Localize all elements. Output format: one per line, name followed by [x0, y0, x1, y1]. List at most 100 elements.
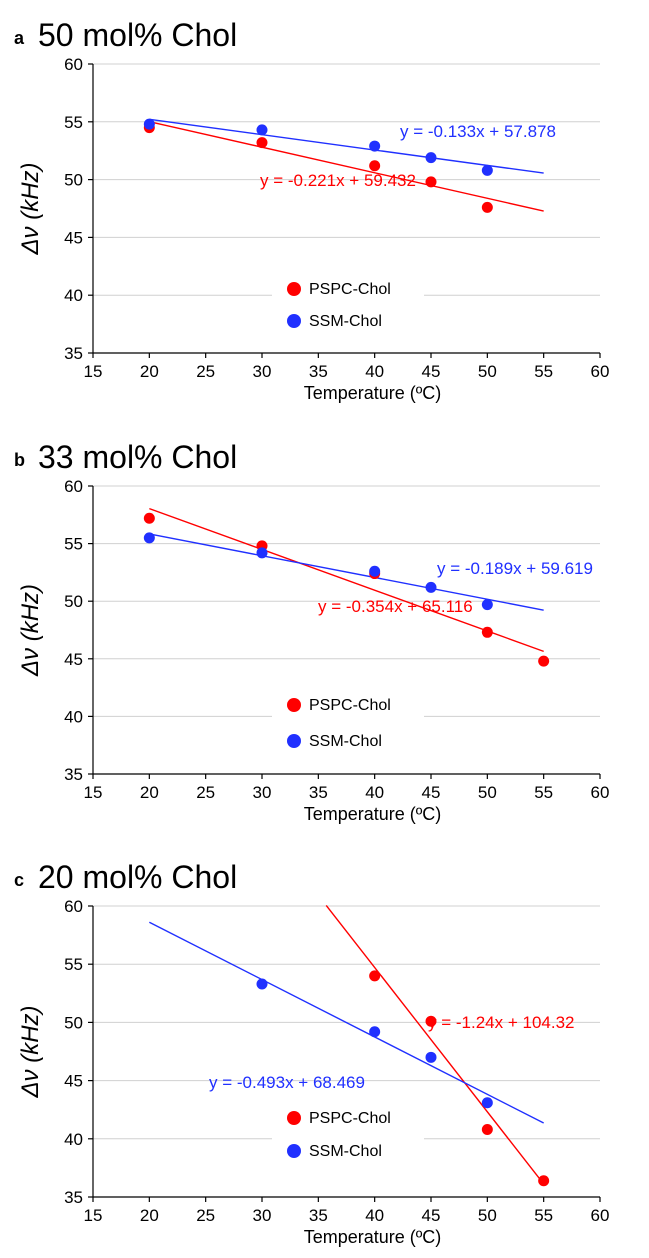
- chart-title: 20 mol% Chol: [38, 859, 237, 895]
- data-point-ssm-chol: [481, 164, 493, 176]
- y-tick-label: 55: [64, 535, 83, 554]
- data-point-ssm-chol: [143, 118, 155, 130]
- legend-entry: SSM-Chol: [309, 313, 382, 330]
- x-tick-label: 15: [84, 1206, 103, 1225]
- chart-panel-a: 35 40 45 50 55 60 15 20 25 30 35 40 45 50 55 60 a 50 mol%…: [14, 17, 609, 403]
- legend-marker: [287, 1111, 301, 1125]
- data-point-pspc-chol: [425, 1015, 437, 1027]
- y-tick-label: 50: [64, 592, 83, 611]
- legend-marker: [287, 282, 301, 296]
- y-tick-label: 50: [64, 1013, 83, 1032]
- x-tick-label: 45: [422, 1206, 441, 1225]
- y-tick-label: 45: [64, 228, 83, 247]
- data-point-pspc-chol: [369, 160, 381, 172]
- data-point-pspc-chol: [425, 176, 437, 188]
- chart-panel-c: 35 40 45 50 55 60 15 20 25 30 35 40 45 50 55 60 c 20 mol%…: [14, 859, 609, 1247]
- fit-equation-label: y = -0.354x + 65.116: [318, 597, 473, 616]
- data-point-pspc-chol: [369, 970, 381, 982]
- data-point-pspc-chol: [538, 655, 550, 667]
- data-point-pspc-chol: [538, 1175, 550, 1187]
- x-tick-label: 20: [140, 783, 159, 802]
- legend-marker: [287, 314, 301, 328]
- y-axis-label: Δν (kHz): [17, 584, 44, 677]
- data-point-ssm-chol: [369, 140, 381, 152]
- panel-label: b: [14, 450, 25, 470]
- x-tick-label: 35: [309, 362, 328, 381]
- data-point-ssm-chol: [369, 1026, 381, 1038]
- legend-entry: PSPC-Chol: [309, 281, 391, 298]
- x-tick-label: 30: [253, 1206, 272, 1225]
- x-tick-label: 35: [309, 783, 328, 802]
- chart-title: 33 mol% Chol: [38, 439, 237, 475]
- legend-entry: PSPC-Chol: [309, 1110, 391, 1127]
- data-point-ssm-chol: [256, 124, 268, 136]
- fit-line-pspc-chol: [325, 904, 545, 1185]
- x-tick-label: 30: [253, 783, 272, 802]
- fit-line-ssm-chol: [149, 533, 544, 611]
- legend-marker: [287, 734, 301, 748]
- fit-line-ssm-chol: [149, 921, 544, 1124]
- y-tick-label: 50: [64, 171, 83, 190]
- y-tick-label: 60: [64, 477, 83, 496]
- y-tick-label: 45: [64, 1072, 83, 1091]
- x-tick-label: 45: [422, 362, 441, 381]
- fit-equation-label: y = -1.24x + 104.32: [428, 1013, 575, 1032]
- x-tick-label: 45: [422, 783, 441, 802]
- legend-marker: [287, 1144, 301, 1158]
- chart-panel-b: 35 40 45 50 55 60 15 20 25 30 35 40 45 50 55 60 b 33 mol%…: [14, 439, 609, 824]
- x-tick-label: 50: [478, 1206, 497, 1225]
- x-tick-label: 60: [591, 1206, 610, 1225]
- data-point-ssm-chol: [425, 1051, 437, 1063]
- data-point-ssm-chol: [481, 599, 493, 611]
- x-tick-label: 20: [140, 1206, 159, 1225]
- y-tick-label: 40: [64, 1130, 83, 1149]
- x-tick-label: 25: [196, 783, 215, 802]
- x-tick-label: 15: [84, 362, 103, 381]
- data-point-pspc-chol: [256, 137, 268, 149]
- data-point-pspc-chol: [481, 626, 493, 638]
- panel-label: c: [14, 870, 24, 890]
- x-tick-label: 60: [591, 783, 610, 802]
- chart-title: 50 mol% Chol: [38, 17, 237, 53]
- x-tick-label: 55: [534, 1206, 553, 1225]
- x-tick-label: 50: [478, 362, 497, 381]
- y-tick-label: 40: [64, 707, 83, 726]
- x-tick-label: 25: [196, 362, 215, 381]
- legend-entry: SSM-Chol: [309, 733, 382, 750]
- legend: PSPC-Chol SSM-Chol: [272, 271, 424, 337]
- data-point-ssm-chol: [425, 152, 437, 164]
- data-point-ssm-chol: [143, 532, 155, 544]
- legend: PSPC-Chol SSM-Chol: [272, 1100, 424, 1167]
- fit-line-pspc-chol: [149, 120, 544, 212]
- data-point-pspc-chol: [481, 201, 493, 213]
- x-tick-label: 30: [253, 362, 272, 381]
- data-point-ssm-chol: [256, 547, 268, 559]
- data-point-ssm-chol: [256, 978, 268, 990]
- y-tick-label: 60: [64, 897, 83, 916]
- x-tick-label: 15: [84, 783, 103, 802]
- y-tick-label: 35: [64, 1188, 83, 1207]
- legend-entry: SSM-Chol: [309, 1143, 382, 1160]
- x-tick-label: 25: [196, 1206, 215, 1225]
- y-axis-label: Δν (kHz): [17, 1005, 44, 1098]
- x-tick-label: 40: [365, 1206, 384, 1225]
- x-tick-label: 55: [534, 362, 553, 381]
- y-tick-label: 35: [64, 765, 83, 784]
- y-tick-label: 35: [64, 344, 83, 363]
- x-tick-label: 35: [309, 1206, 328, 1225]
- data-point-ssm-chol: [481, 1097, 493, 1109]
- panel-label: a: [14, 28, 25, 48]
- x-axis-label: Temperature (ºC): [304, 383, 442, 403]
- x-axis-label: Temperature (ºC): [304, 804, 442, 824]
- fit-line-pspc-chol: [149, 507, 544, 653]
- y-axis-label: Δν (kHz): [17, 162, 44, 255]
- data-point-ssm-chol: [425, 581, 437, 593]
- legend-marker: [287, 698, 301, 712]
- y-tick-label: 55: [64, 113, 83, 132]
- data-point-ssm-chol: [369, 565, 381, 577]
- x-tick-label: 50: [478, 783, 497, 802]
- x-tick-label: 55: [534, 783, 553, 802]
- fit-equation-label: y = -0.493x + 68.469: [209, 1073, 365, 1092]
- data-point-pspc-chol: [143, 512, 155, 524]
